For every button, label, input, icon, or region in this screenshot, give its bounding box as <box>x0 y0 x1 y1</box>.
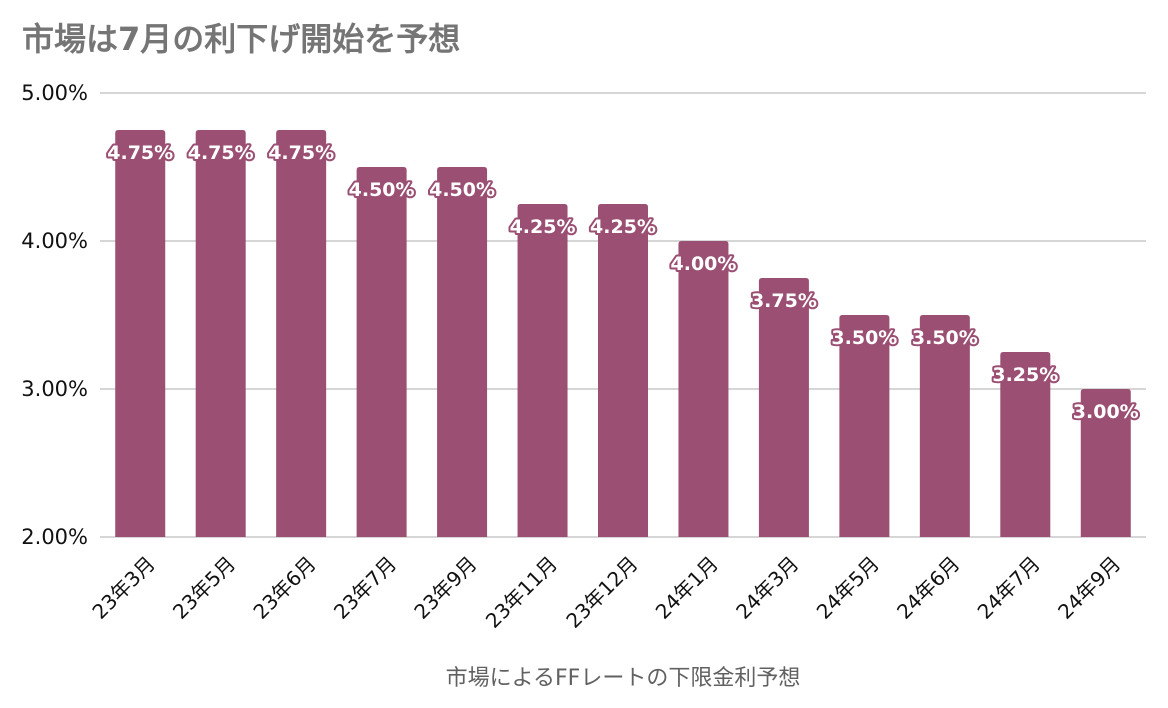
bar <box>195 130 246 537</box>
bar <box>598 204 648 537</box>
bars <box>115 130 1131 537</box>
x-tick-label: 23年3月 <box>88 552 160 624</box>
bar <box>839 315 890 537</box>
bar <box>115 130 166 537</box>
data-label: 3.50% <box>831 327 897 349</box>
data-label: 4.00% <box>671 253 737 275</box>
data-label: 3.50% <box>912 327 978 349</box>
x-tick-label: 23年12月 <box>561 552 642 633</box>
x-tick-label: 23年6月 <box>248 552 320 624</box>
bar <box>758 278 809 537</box>
bar <box>1000 352 1051 537</box>
x-axis-title: 市場によるFFレートの下限金利予想 <box>445 666 801 691</box>
data-label: 4.50% <box>349 179 415 201</box>
x-tick-label: 24年9月 <box>1053 552 1125 624</box>
x-tick-label: 23年7月 <box>329 552 401 624</box>
y-tick-label: 3.00% <box>21 377 88 401</box>
data-label: 3.00% <box>1073 401 1139 423</box>
chart-title: 市場は7月の利下げ開始を予想 <box>22 20 461 58</box>
bar <box>356 167 407 537</box>
bar <box>1080 389 1131 537</box>
bar <box>517 204 568 537</box>
data-label: 4.75% <box>268 142 334 164</box>
data-label: 4.50% <box>429 179 495 201</box>
x-tick-label: 24年6月 <box>892 552 964 624</box>
data-label: 4.75% <box>107 142 173 164</box>
x-tick-label: 24年1月 <box>651 552 723 624</box>
bar <box>437 167 488 537</box>
y-tick-label: 2.00% <box>21 525 88 549</box>
bar <box>678 241 729 537</box>
data-labels: 4.75% 4.75% 4.75% 4.50% 4.50% 4.25% 4.25% 4.00%… <box>105 140 1140 425</box>
data-label: 3.75% <box>751 290 817 312</box>
data-label: 4.25% <box>510 216 576 238</box>
y-tick-label: 5.00% <box>21 81 88 105</box>
x-tick-label: 24年7月 <box>973 552 1045 624</box>
x-tick-label: 24年5月 <box>812 552 884 624</box>
y-axis-ticks: 2.00% 3.00% 4.00% 5.00% <box>21 81 88 549</box>
data-label: 4.75% <box>188 142 254 164</box>
data-label: 4.25% <box>590 216 656 238</box>
x-tick-label: 23年11月 <box>481 552 562 633</box>
bar <box>276 130 327 537</box>
x-tick-label: 23年9月 <box>409 552 481 624</box>
x-tick-label: 24年3月 <box>731 552 803 624</box>
y-tick-label: 4.00% <box>21 229 88 253</box>
data-label: 3.25% <box>992 364 1058 386</box>
x-axis-ticks: 23年3月 23年5月 23年6月 23年7月 23年9月 23年11月 23年12月 24年… <box>88 552 1126 633</box>
x-tick-label: 23年5月 <box>168 552 240 624</box>
bar <box>919 315 970 537</box>
